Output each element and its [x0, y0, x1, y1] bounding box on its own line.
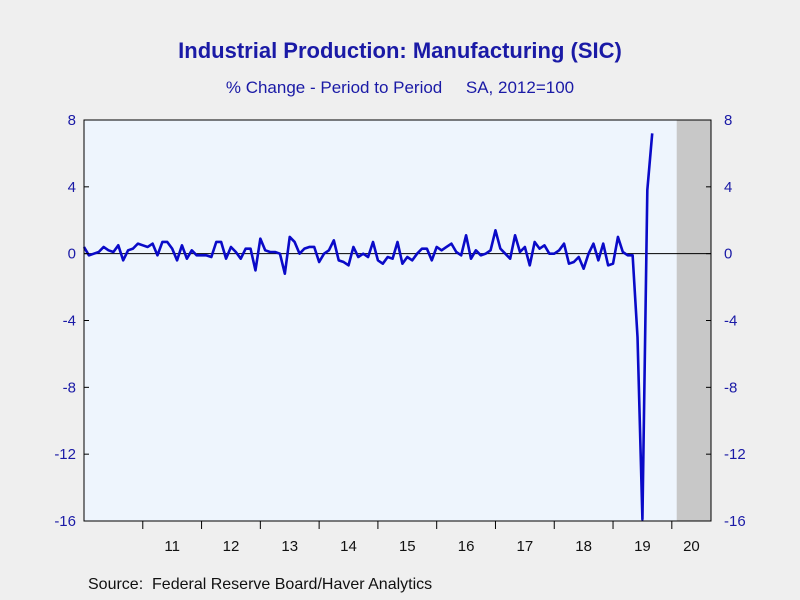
y-tick-label-right: 8 [724, 112, 732, 129]
y-tick-label-left: -4 [63, 313, 76, 330]
series-line [82, 133, 654, 521]
x-tick-label: 18 [575, 538, 592, 555]
x-tick-label: 20 [683, 538, 700, 555]
x-tick-label: 12 [223, 538, 240, 555]
recession-shading [676, 120, 711, 521]
plot-area [84, 120, 711, 521]
y-tick-label-right: 4 [724, 179, 732, 196]
source-note: Source: Federal Reserve Board/Haver Anal… [88, 576, 433, 593]
y-tick-label-right: 0 [724, 246, 732, 263]
x-tick-label: 13 [281, 538, 298, 555]
y-tick-label-left: -16 [54, 513, 76, 530]
y-tick-label-left: 8 [68, 112, 76, 129]
x-tick-label: 15 [399, 538, 416, 555]
y-tick-label-left: 0 [68, 246, 76, 263]
y-tick-label-left: 4 [68, 179, 76, 196]
y-tick-label-left: -12 [54, 446, 76, 463]
y-tick-label-left: -8 [63, 379, 76, 396]
x-tick-label: 19 [634, 538, 651, 555]
y-tick-label-right: -12 [724, 446, 746, 463]
y-tick-label-right: -16 [724, 513, 746, 530]
x-tick-label: 16 [458, 538, 475, 555]
x-tick-label: 14 [340, 538, 357, 555]
y-tick-label-right: -8 [724, 379, 737, 396]
y-tick-label-right: -4 [724, 313, 737, 330]
x-tick-label: 17 [517, 538, 534, 555]
x-tick-label: 11 [164, 538, 180, 555]
chart-subtitle: % Change - Period to Period SA, 2012=100 [225, 78, 575, 97]
chart-title: Industrial Production: Manufacturing (SI… [178, 38, 622, 63]
